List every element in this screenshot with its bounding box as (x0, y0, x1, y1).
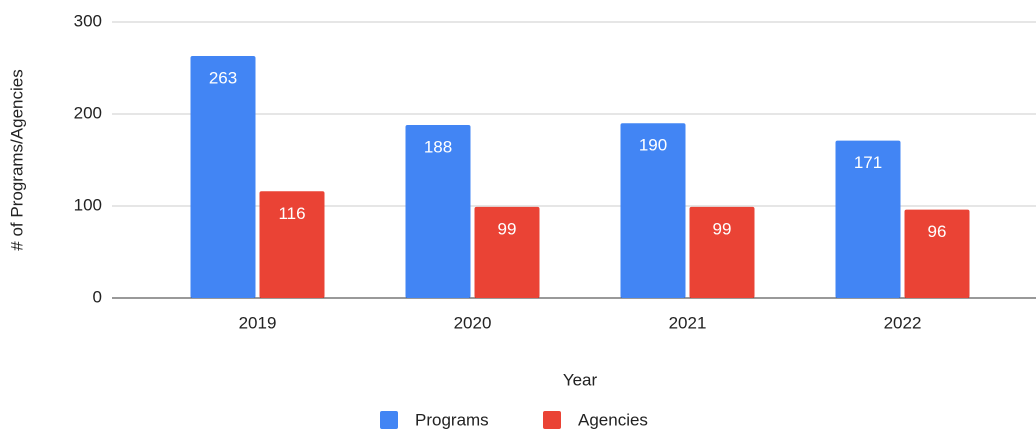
x-tick-label: 2020 (454, 313, 492, 332)
value-label: 99 (498, 219, 517, 238)
bar (904, 209, 970, 298)
value-label: 171 (854, 153, 882, 172)
x-tick-label: 2021 (669, 313, 707, 332)
legend-label: Programs (415, 410, 489, 429)
x-tick-label: 2019 (239, 313, 277, 332)
bar (620, 123, 686, 298)
bar (689, 206, 755, 298)
bar (405, 125, 471, 298)
legend-swatch (380, 411, 398, 429)
value-label: 96 (928, 222, 947, 241)
legend-label: Agencies (578, 410, 648, 429)
bar (190, 56, 256, 298)
value-label: 263 (209, 69, 237, 88)
bar (259, 191, 325, 298)
y-tick-label: 0 (93, 287, 102, 306)
value-label: 116 (278, 204, 305, 223)
y-tick-label: 300 (74, 11, 102, 30)
bar (835, 140, 901, 298)
value-label: 190 (639, 136, 667, 155)
value-label: 99 (713, 219, 732, 238)
legend-swatch (543, 411, 561, 429)
y-tick-label: 100 (74, 195, 102, 214)
y-axis-label: # of Programs/Agencies (7, 69, 26, 250)
x-axis-label: Year (563, 370, 598, 389)
value-label: 188 (424, 138, 452, 157)
x-tick-label: 2022 (884, 313, 922, 332)
bar (474, 206, 540, 298)
y-tick-label: 200 (74, 103, 102, 122)
